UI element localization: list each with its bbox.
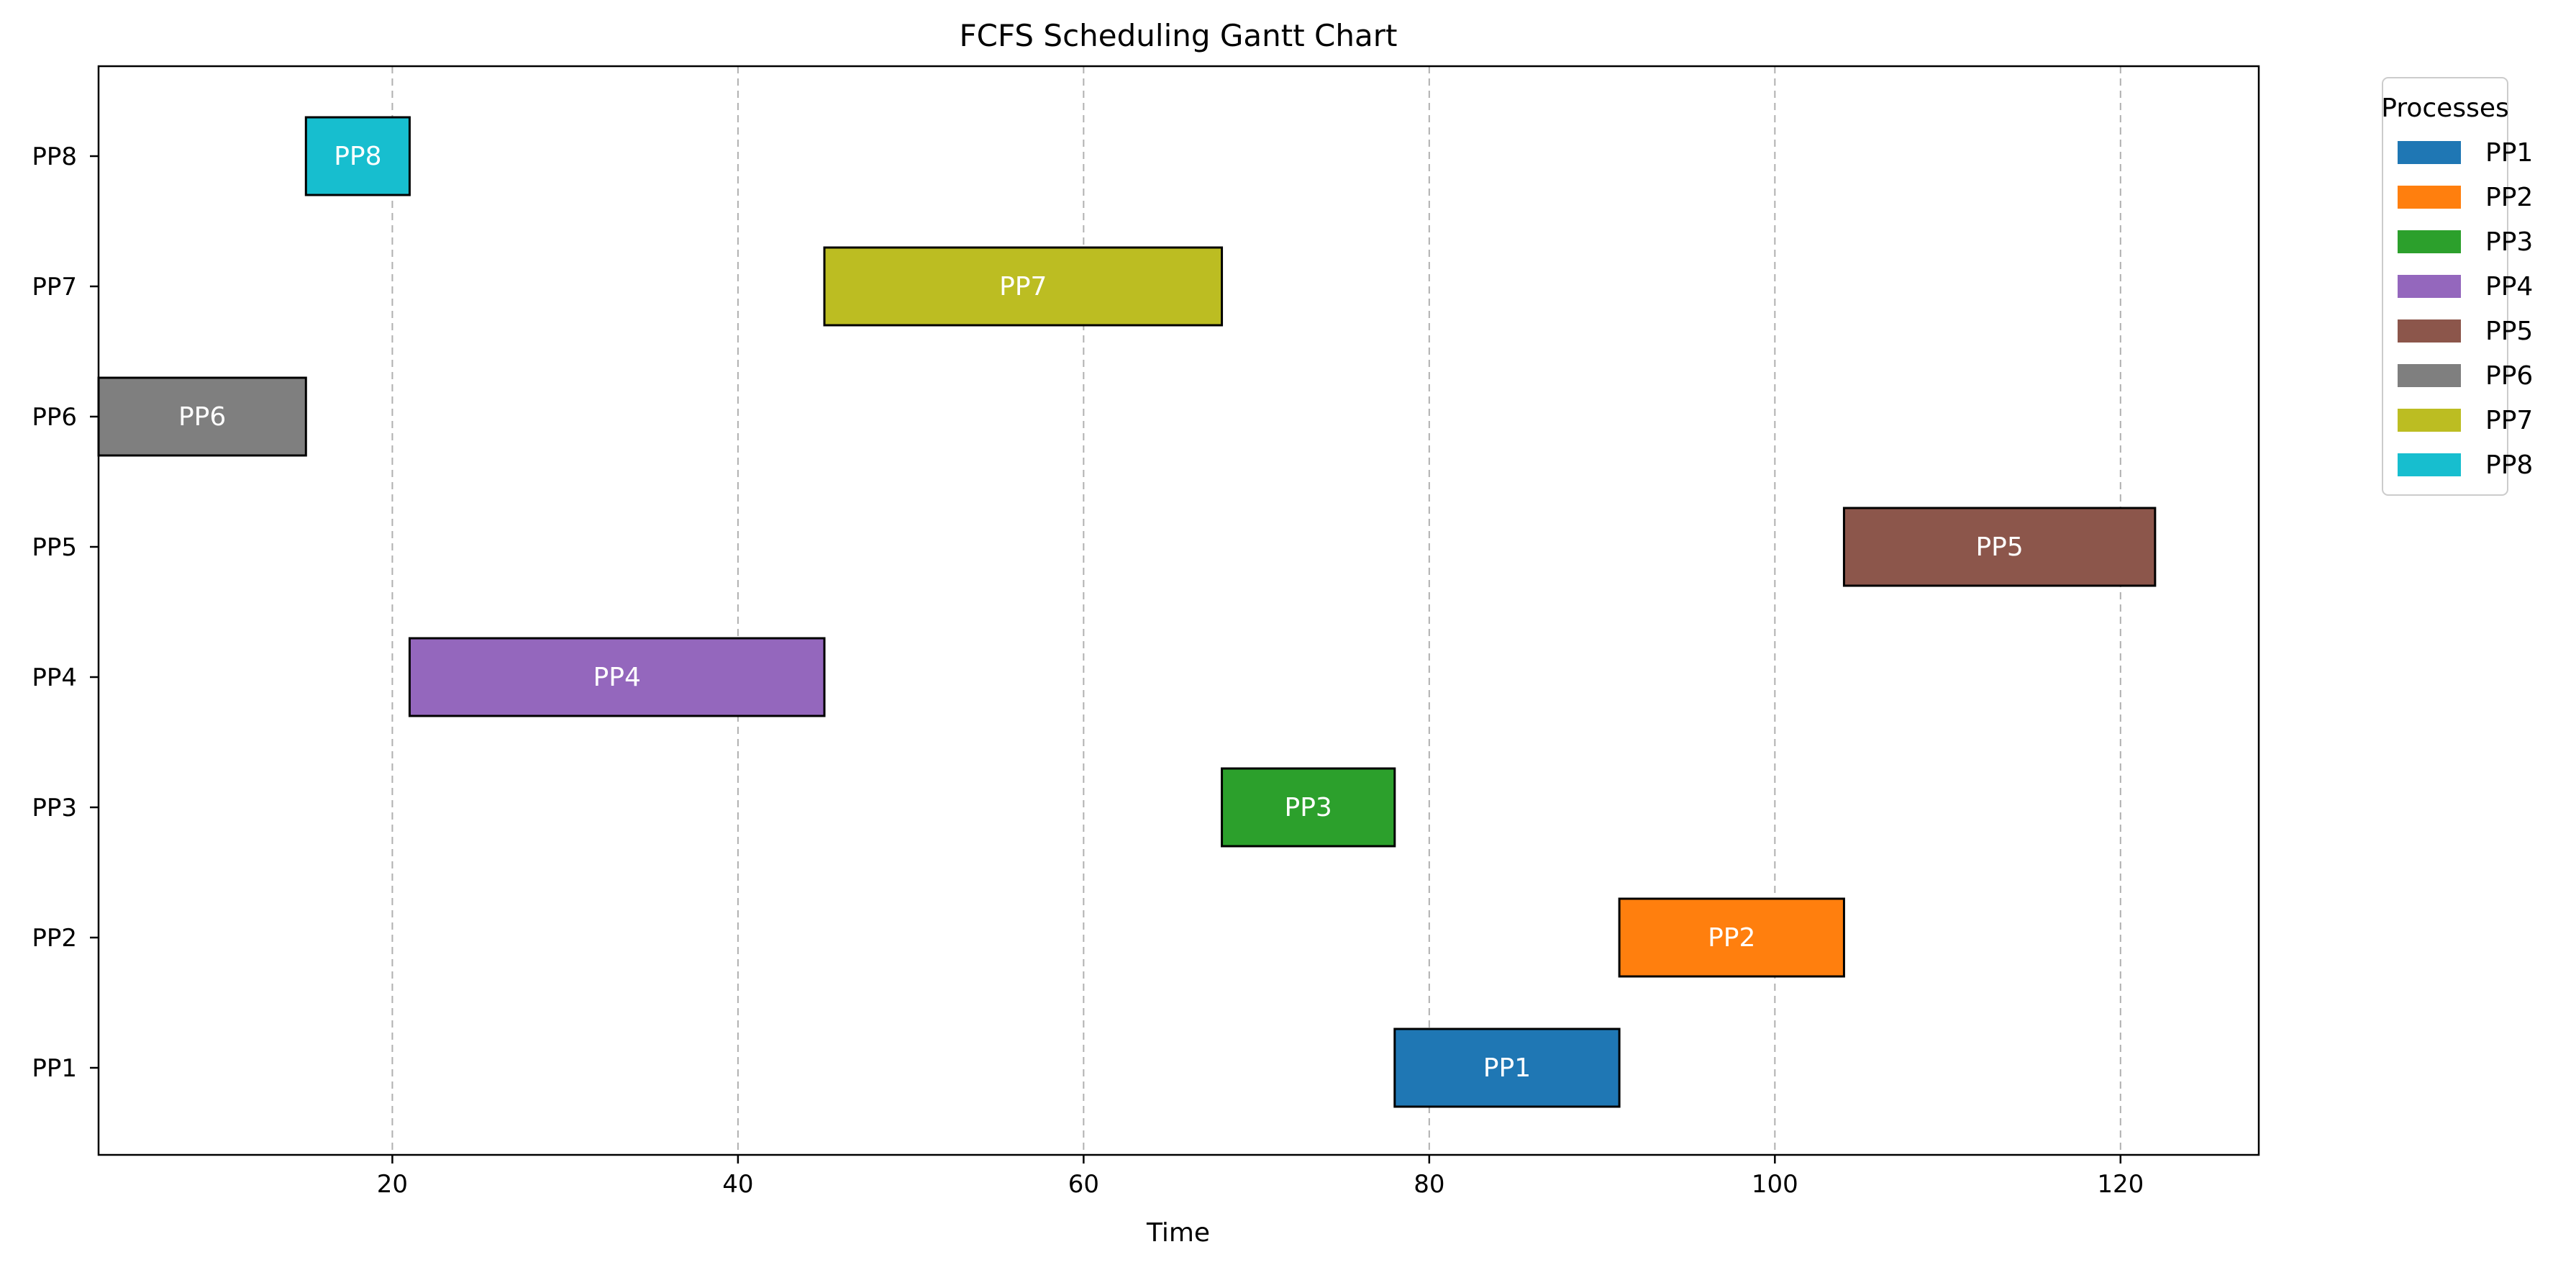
x-tick-label: 120 bbox=[2097, 1170, 2144, 1199]
task-bar-pp4 bbox=[408, 637, 826, 717]
y-axis: PP1 PP2 PP3 PP4 PP5 PP6 PP7 PP8 bbox=[32, 142, 99, 1083]
legend-entry-label: PP2 bbox=[2485, 183, 2533, 212]
y-tick-label: PP5 bbox=[32, 533, 77, 562]
task-bar-pp7 bbox=[823, 246, 1224, 327]
task-bar-pp3 bbox=[1221, 767, 1396, 848]
legend-entry-label: PP4 bbox=[2485, 272, 2533, 301]
y-tick-label: PP6 bbox=[32, 403, 77, 432]
legend-title: Processes bbox=[2381, 94, 2508, 123]
y-tick-label: PP3 bbox=[32, 794, 77, 822]
x-gridlines bbox=[391, 66, 2121, 1155]
legend-items: PP1 PP2 PP3 PP4 PP5 PP6 PP7 PP8 bbox=[2398, 138, 2533, 480]
task-bar-label: PP6 bbox=[178, 402, 226, 432]
y-tick-label: PP7 bbox=[32, 273, 77, 301]
task-bar-label: PP5 bbox=[1975, 532, 2023, 562]
y-tick-label: PP2 bbox=[32, 924, 77, 953]
legend-swatch-pp7 bbox=[2398, 409, 2461, 432]
legend-entry-label: PP1 bbox=[2485, 138, 2533, 168]
legend-swatch-pp6 bbox=[2398, 364, 2461, 387]
y-tick-label: PP8 bbox=[32, 142, 77, 171]
legend-swatch-pp5 bbox=[2398, 319, 2461, 343]
y-tick-label: PP4 bbox=[32, 663, 77, 692]
task-bar-pp1 bbox=[1393, 1028, 1621, 1108]
x-axis-label: Time bbox=[1146, 1218, 1210, 1248]
legend-swatch-pp8 bbox=[2398, 453, 2461, 476]
legend-entry-label: PP8 bbox=[2485, 450, 2533, 480]
plot-area bbox=[97, 65, 2260, 1156]
task-bar-label: PP4 bbox=[593, 663, 641, 692]
task-bars: PP1 PP2 PP3 PP4 PP5 PP6 PP7 PP8 bbox=[97, 116, 2157, 1108]
legend-swatch-pp4 bbox=[2398, 275, 2461, 298]
task-bar-pp2 bbox=[1618, 897, 1845, 978]
legend-entry-label: PP6 bbox=[2485, 361, 2533, 391]
chart-title: FCFS Scheduling Gantt Chart bbox=[960, 18, 1398, 53]
task-bar-label: PP7 bbox=[999, 272, 1047, 301]
legend-swatch-pp3 bbox=[2398, 230, 2461, 253]
legend: Processes PP1 PP2 PP3 PP4 PP5 PP6 PP7 PP8 bbox=[2381, 77, 2533, 496]
task-bar-pp8 bbox=[304, 116, 411, 196]
x-axis: 20 40 60 80 100 120 bbox=[377, 1155, 2144, 1199]
task-bar-label: PP2 bbox=[1708, 923, 1755, 953]
legend-swatch-pp1 bbox=[2398, 141, 2461, 164]
task-bar-label: PP3 bbox=[1285, 793, 1332, 822]
x-tick-label: 40 bbox=[722, 1170, 753, 1199]
task-bar-label: PP8 bbox=[334, 142, 381, 171]
task-bar-pp5 bbox=[1842, 507, 2157, 587]
y-tick-label: PP1 bbox=[32, 1054, 77, 1083]
x-tick-label: 20 bbox=[377, 1170, 408, 1199]
x-tick-label: 100 bbox=[1752, 1170, 1798, 1199]
legend-entry-label: PP5 bbox=[2485, 317, 2533, 346]
x-tick-label: 80 bbox=[1414, 1170, 1444, 1199]
legend-entry-label: PP3 bbox=[2485, 227, 2533, 257]
legend-swatch-pp2 bbox=[2398, 186, 2461, 209]
legend-entry-label: PP7 bbox=[2485, 406, 2533, 435]
x-tick-label: 60 bbox=[1068, 1170, 1099, 1199]
task-bar-label: PP1 bbox=[1483, 1053, 1531, 1083]
